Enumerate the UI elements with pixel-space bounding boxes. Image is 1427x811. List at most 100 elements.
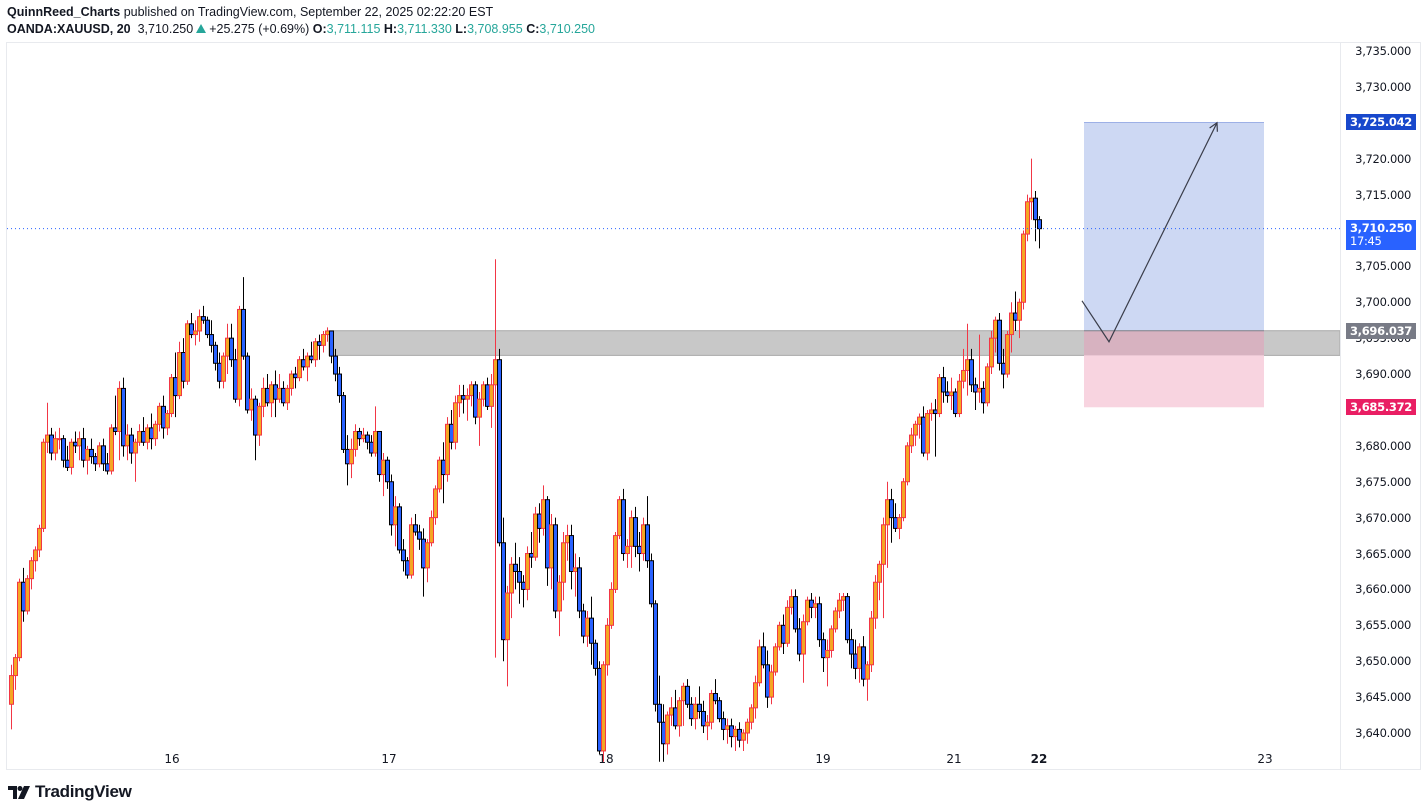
bear-candle xyxy=(761,632,766,669)
bear-candle xyxy=(809,593,814,619)
bull-candle xyxy=(29,557,34,590)
price-tick: 3,665.000 xyxy=(1355,546,1411,561)
bull-candle xyxy=(289,370,294,396)
bear-candle xyxy=(1033,190,1038,242)
time-tick: 23 xyxy=(1257,752,1273,766)
price-tick: 3,705.000 xyxy=(1355,259,1411,274)
bull-candle xyxy=(601,661,606,762)
time-axis[interactable]: 16 17 18 19 21 22 23 xyxy=(6,746,1340,770)
bull-candle xyxy=(117,381,122,461)
bull-candle xyxy=(77,431,82,461)
bear-candle xyxy=(721,711,726,741)
bull-candle xyxy=(541,485,546,536)
bear-candle xyxy=(545,496,550,586)
price-tick: 3,690.000 xyxy=(1355,367,1411,382)
bear-candle xyxy=(593,639,598,676)
bear-candle xyxy=(501,517,506,662)
arrow-head-icon xyxy=(1209,121,1218,132)
bull-candle xyxy=(825,639,830,687)
bull-candle xyxy=(437,456,442,493)
bull-candle xyxy=(693,697,698,730)
chart-header: QuinnReed_Charts published on TradingVie… xyxy=(7,4,595,38)
bear-candle xyxy=(293,366,298,389)
bull-candle xyxy=(25,575,30,615)
bull-candle xyxy=(353,424,358,457)
bull-candle xyxy=(237,305,242,407)
bull-candle xyxy=(269,381,274,418)
price-tick: 3,715.000 xyxy=(1355,187,1411,202)
bull-candle xyxy=(573,553,578,597)
bear-candle xyxy=(529,531,534,568)
published-text: published on TradingView.com, September … xyxy=(123,5,494,19)
bull-candle xyxy=(433,485,438,525)
bull-candle xyxy=(493,259,498,658)
bull-candle xyxy=(225,323,230,375)
bull-candle xyxy=(605,618,610,676)
bull-candle xyxy=(305,352,310,382)
bull-candle xyxy=(1017,298,1022,339)
bear-candle xyxy=(49,427,54,461)
bear-candle xyxy=(953,388,958,418)
bear-candle xyxy=(209,320,214,353)
price-tick: 3,640.000 xyxy=(1355,726,1411,740)
bull-candle xyxy=(989,330,994,375)
bear-candle xyxy=(449,409,454,450)
bull-candle xyxy=(957,374,962,418)
bear-candle xyxy=(229,323,234,367)
bear-candle xyxy=(385,456,390,489)
bull-candle xyxy=(45,402,50,454)
bear-candle xyxy=(497,348,502,547)
symbol-line: OANDA:XAUUSD, 20 3,710.250 +25.275 (+0.69… xyxy=(7,21,595,38)
bull-candle xyxy=(157,402,162,432)
bear-candle xyxy=(413,514,418,536)
symbol-name: OANDA:XAUUSD, 20 xyxy=(7,22,131,36)
bull-candle xyxy=(381,453,386,497)
bull-candle xyxy=(297,356,302,382)
bull-candle xyxy=(629,510,634,568)
bear-candle xyxy=(93,453,98,471)
bear-candle xyxy=(333,348,338,382)
bear-candle xyxy=(621,488,626,561)
bull-candle xyxy=(873,575,878,629)
price-axis[interactable]: 3,735.000 3,730.000 3,720.000 3,715.000 3,70… xyxy=(1340,42,1422,770)
bull-candle xyxy=(285,384,290,410)
bear-candle xyxy=(517,557,522,604)
bear-candle xyxy=(281,381,286,407)
tradingview-brand[interactable]: TradingView xyxy=(8,782,132,802)
bull-candle xyxy=(789,589,794,615)
bear-candle xyxy=(245,352,250,414)
bear-candle xyxy=(213,341,218,371)
bull-candle xyxy=(813,596,818,619)
bear-candle xyxy=(189,313,194,339)
bear-candle xyxy=(397,503,402,554)
bull-candle xyxy=(277,374,282,403)
bear-candle xyxy=(969,348,974,392)
bull-candle xyxy=(509,557,514,619)
bull-candle xyxy=(937,374,942,418)
bear-candle xyxy=(673,689,678,730)
bull-candle xyxy=(469,381,474,407)
bear-candle xyxy=(121,377,126,457)
bull-candle xyxy=(425,539,430,583)
bull-candle xyxy=(625,539,630,568)
bear-candle xyxy=(1037,216,1042,249)
bear-candle xyxy=(553,517,558,619)
bear-candle xyxy=(729,718,734,748)
bear-candle xyxy=(417,524,422,550)
bull-candle xyxy=(393,496,398,547)
bull-candle xyxy=(901,478,906,522)
bull-candle xyxy=(725,718,730,744)
bear-candle xyxy=(1013,291,1018,331)
bull-candle xyxy=(561,531,566,601)
bull-candle xyxy=(917,413,922,439)
bear-candle xyxy=(849,628,854,669)
bull-candle xyxy=(169,374,174,418)
bull-candle xyxy=(773,643,778,676)
bear-candle xyxy=(781,614,786,655)
bull-candle xyxy=(1025,194,1030,242)
price-tick: 3,660.000 xyxy=(1355,582,1411,597)
current-price-tag: 3,710.250 17:45 xyxy=(1345,219,1416,250)
author-name[interactable]: QuinnReed_Charts xyxy=(7,5,121,19)
bull-candle xyxy=(109,424,114,475)
